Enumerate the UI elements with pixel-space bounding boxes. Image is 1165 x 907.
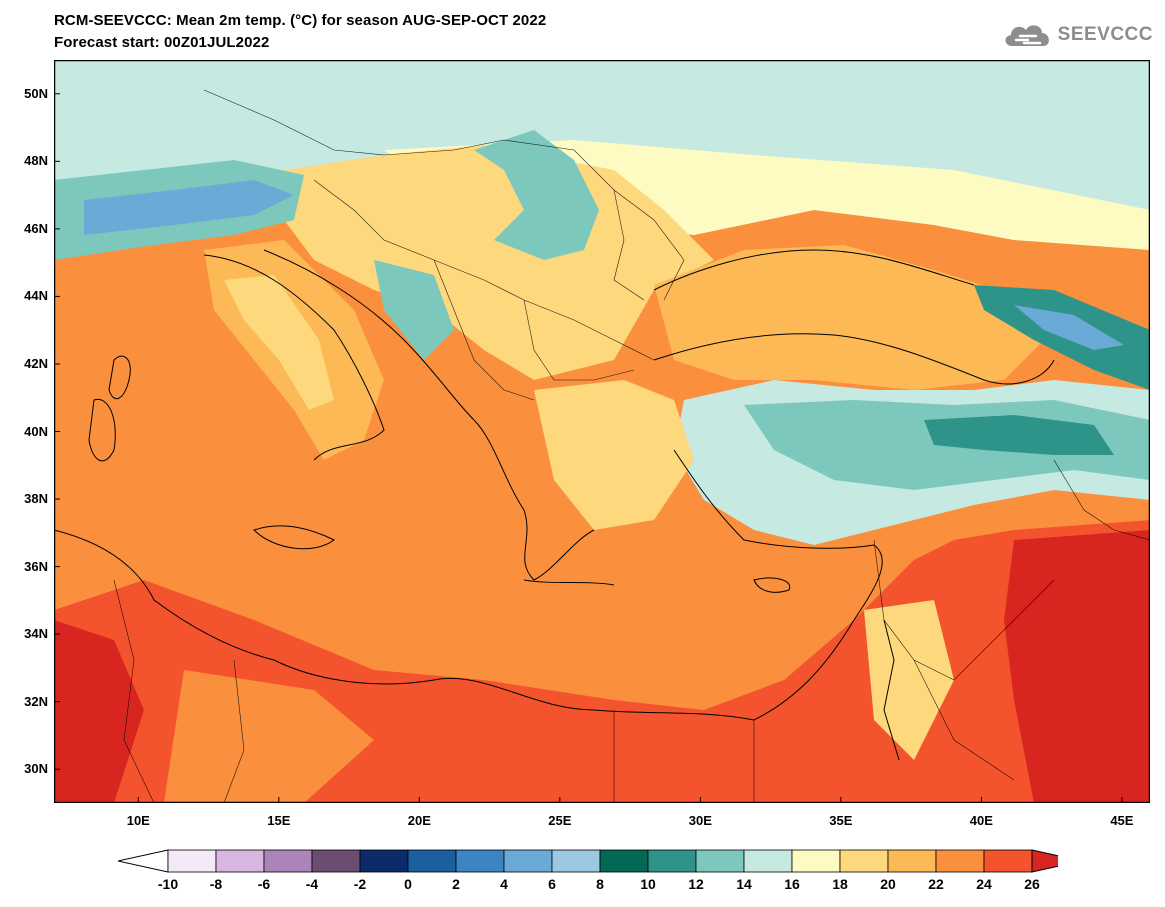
temperature-map bbox=[54, 60, 1150, 803]
colorbar-swatch bbox=[791, 849, 841, 873]
colorbar-label: 24 bbox=[976, 876, 992, 892]
colorbar-label: -6 bbox=[257, 876, 271, 892]
colorbar-swatch bbox=[407, 849, 457, 873]
colorbar-label: 8 bbox=[596, 876, 604, 892]
colorbar-label: 10 bbox=[640, 876, 656, 892]
lat-label: 46N bbox=[24, 220, 48, 236]
lat-label: 44N bbox=[24, 288, 48, 304]
colorbar-swatch bbox=[599, 849, 649, 873]
region-caucasus bbox=[1014, 305, 1124, 350]
colorbar-swatch bbox=[983, 849, 1033, 873]
colorbar-swatch bbox=[839, 849, 889, 873]
lat-label: 36N bbox=[24, 558, 48, 574]
colorbar-swatch bbox=[887, 849, 937, 873]
region-carpathians bbox=[474, 130, 599, 260]
colorbar-under-triangle bbox=[118, 849, 169, 873]
colorbar-label: 20 bbox=[880, 876, 896, 892]
lat-label: 38N bbox=[24, 491, 48, 507]
lon-label: 10E bbox=[126, 813, 150, 828]
region-alps bbox=[84, 180, 294, 235]
region-anatolia-high bbox=[924, 415, 1114, 455]
cloud-logo-icon bbox=[1005, 25, 1049, 46]
colorbar-swatch bbox=[551, 849, 601, 873]
colorbar-swatch bbox=[695, 849, 745, 873]
region-arabia bbox=[1004, 530, 1150, 803]
lon-label: 45E bbox=[1110, 813, 1134, 828]
colorbar-swatch bbox=[263, 849, 313, 873]
colorbar-label: 0 bbox=[404, 876, 412, 892]
region-dinaric bbox=[374, 260, 454, 360]
colorbar-label: -4 bbox=[305, 876, 319, 892]
lat-label: 40N bbox=[24, 423, 48, 439]
colorbar-over-triangle bbox=[1031, 849, 1058, 873]
colorbar-label: 2 bbox=[452, 876, 460, 892]
lat-label: 34N bbox=[24, 626, 48, 642]
colorbar-label: -8 bbox=[209, 876, 223, 892]
region-balkans bbox=[284, 145, 714, 380]
colorbar-swatch bbox=[311, 849, 361, 873]
region-caucasus-outer bbox=[974, 285, 1150, 390]
lon-label: 30E bbox=[688, 813, 712, 828]
seevccc-logo: SEEVCCC bbox=[1002, 20, 1153, 50]
colorbar-swatch bbox=[167, 849, 217, 873]
lon-label: 15E bbox=[267, 813, 291, 828]
colorbar-label: 6 bbox=[548, 876, 556, 892]
lon-label: 25E bbox=[548, 813, 572, 828]
colorbar-label: 16 bbox=[784, 876, 800, 892]
colorbar-label: 18 bbox=[832, 876, 848, 892]
lat-label: 42N bbox=[24, 355, 48, 371]
colorbar-swatch bbox=[455, 849, 505, 873]
map-frame bbox=[54, 60, 1150, 803]
lon-label: 40E bbox=[969, 813, 993, 828]
colorbar-label: -2 bbox=[353, 876, 367, 892]
region-sahara-west bbox=[54, 620, 144, 803]
lon-label: 35E bbox=[829, 813, 853, 828]
region-libya-interior bbox=[164, 670, 374, 803]
logo-text: SEEVCCC bbox=[1057, 24, 1153, 45]
region-apennines bbox=[224, 275, 334, 410]
coastlines bbox=[54, 249, 1055, 761]
lat-label: 32N bbox=[24, 693, 48, 709]
lat-label: 50N bbox=[24, 85, 48, 101]
colorbar bbox=[118, 849, 1058, 873]
colorbar-swatch bbox=[215, 849, 265, 873]
country-borders bbox=[113, 89, 1150, 803]
colorbar-label: 4 bbox=[500, 876, 508, 892]
colorbar-label: 14 bbox=[736, 876, 752, 892]
lat-label: 30N bbox=[24, 761, 48, 777]
colorbar-swatch bbox=[359, 849, 409, 873]
colorbar-label: 26 bbox=[1024, 876, 1040, 892]
map-title: RCM-SEEVCCC: Mean 2m temp. (°C) for seas… bbox=[54, 12, 547, 29]
region-black-sea bbox=[654, 245, 1044, 390]
forecast-start-subtitle: Forecast start: 00Z01JUL2022 bbox=[54, 34, 270, 51]
colorbar-label: -10 bbox=[157, 876, 179, 892]
lon-label: 20E bbox=[407, 813, 431, 828]
colorbar-swatch bbox=[503, 849, 553, 873]
colorbar-swatch bbox=[935, 849, 985, 873]
colorbar-label: 22 bbox=[928, 876, 944, 892]
lat-label: 48N bbox=[24, 153, 48, 169]
colorbar-swatch bbox=[743, 849, 793, 873]
colorbar-label: 12 bbox=[688, 876, 704, 892]
colorbar-swatch bbox=[647, 849, 697, 873]
region-greece-aegean bbox=[534, 380, 694, 530]
